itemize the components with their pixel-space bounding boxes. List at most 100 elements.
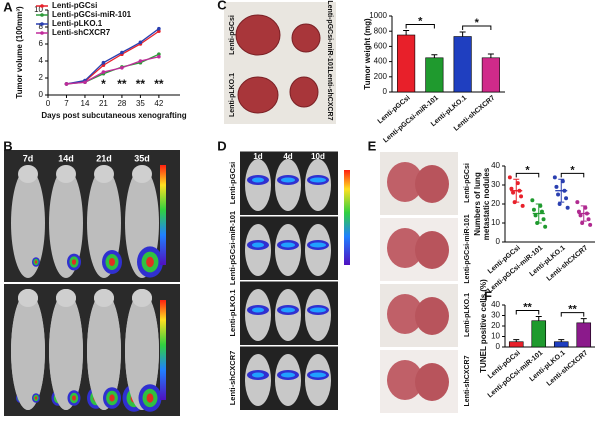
signal-core <box>109 394 115 402</box>
mouse <box>49 292 83 410</box>
y-tick-label: 0 <box>383 87 388 96</box>
point <box>554 184 559 189</box>
error-bar <box>558 339 565 342</box>
photo-divider <box>240 345 338 347</box>
y-tick-label: 30 <box>491 311 500 320</box>
point <box>576 209 581 214</box>
point <box>586 217 591 222</box>
legend-label: Lenti-pLKO.1 <box>52 19 103 28</box>
point <box>157 52 161 56</box>
legend-marker <box>40 13 44 17</box>
y-axis-label: metastatic nodules <box>482 167 491 240</box>
signal-core <box>310 372 326 378</box>
y-tick-label: 10 <box>491 332 500 341</box>
error-bar <box>513 178 520 203</box>
photo-label: Lenti-pGCsi <box>229 15 236 55</box>
y-tick-label: 600 <box>374 42 388 51</box>
lung-lobe <box>415 165 449 203</box>
mouse-head <box>132 165 152 183</box>
point <box>539 209 544 214</box>
point <box>157 54 161 59</box>
point <box>538 203 543 208</box>
lung-lobe <box>387 360 423 400</box>
signal-core <box>71 259 77 265</box>
point <box>519 194 524 199</box>
significance-label: * <box>570 164 575 176</box>
x-tick-label: 42 <box>154 99 163 108</box>
significance-label: ** <box>154 77 164 91</box>
significance-bracket <box>560 312 585 317</box>
significance-label: ** <box>568 304 577 316</box>
significance-label: ** <box>136 77 146 91</box>
significance-label: * <box>101 77 106 91</box>
day-label: 4d <box>283 152 292 161</box>
point <box>552 175 557 180</box>
y-tick-label: 2 <box>39 73 44 82</box>
photo-label: Lenti-pLKO.1 <box>229 73 236 117</box>
y-tick-label: 400 <box>374 57 388 66</box>
point <box>511 190 516 195</box>
x-axis-label: Days post subcutaneous xenografting <box>41 111 186 120</box>
lung-lobe <box>415 363 449 401</box>
point <box>120 50 124 55</box>
point <box>120 66 124 70</box>
tumor <box>237 76 279 114</box>
mouse-head <box>18 165 38 183</box>
x-tick-label: 35 <box>136 99 145 108</box>
point <box>564 196 569 201</box>
color-scale <box>160 300 166 400</box>
photo-label: Lenti-shCXCR7 <box>228 351 237 406</box>
point <box>588 222 593 227</box>
day-label: 21d <box>96 153 112 163</box>
point <box>509 186 514 191</box>
y-axis-label: Numbers of lung <box>473 172 482 236</box>
point <box>507 175 512 180</box>
photo-divider <box>240 280 338 282</box>
y-tick-label: 20 <box>491 199 500 208</box>
significance-label: * <box>525 164 530 176</box>
signal-core <box>252 372 264 378</box>
series-line <box>66 30 160 85</box>
signal-core <box>310 177 326 183</box>
tumor <box>235 14 281 56</box>
error-bar <box>459 31 466 37</box>
day-label: 7d <box>23 153 34 163</box>
mouse <box>49 168 83 278</box>
signal-core <box>34 260 38 264</box>
bar <box>531 320 547 348</box>
y-tick-label: 0 <box>496 237 501 246</box>
y-axis-label: TUNEL positive cells (%) <box>479 279 488 373</box>
photo-label: Lenti-pGCsi <box>464 163 471 203</box>
photo-background <box>224 2 336 124</box>
legend-label: Lenti-pGCsi <box>52 1 97 10</box>
lung-lobe <box>387 294 423 334</box>
panel-label: E <box>368 138 377 153</box>
y-tick-label: 200 <box>374 72 388 81</box>
photo-divider <box>240 215 338 217</box>
photo-label: Lenti-pGCsi-miR-101 <box>326 0 333 69</box>
mouse-head <box>132 289 152 307</box>
legend-marker <box>40 4 44 8</box>
x-tick-label: 7 <box>64 99 69 108</box>
panel-label: A <box>3 0 13 14</box>
error-bar <box>431 54 438 58</box>
day-label: 1d <box>253 152 262 161</box>
point <box>515 181 520 186</box>
bar <box>576 322 592 348</box>
bar <box>397 34 416 93</box>
error-bar <box>580 205 587 222</box>
point <box>83 80 87 85</box>
point <box>578 213 583 218</box>
point <box>543 224 548 229</box>
tumor <box>289 76 319 108</box>
signal-core <box>34 396 38 400</box>
mouse-head <box>18 289 38 307</box>
bar <box>508 341 524 348</box>
photo-label: Lenti-pGCsi-miR-101 <box>464 214 471 283</box>
signal-core <box>310 242 326 248</box>
significance-label: ** <box>117 77 127 91</box>
y-tick-label: 10 <box>34 5 43 14</box>
y-tick-label: 6 <box>39 39 44 48</box>
point <box>157 29 161 34</box>
legend-marker <box>40 31 44 35</box>
